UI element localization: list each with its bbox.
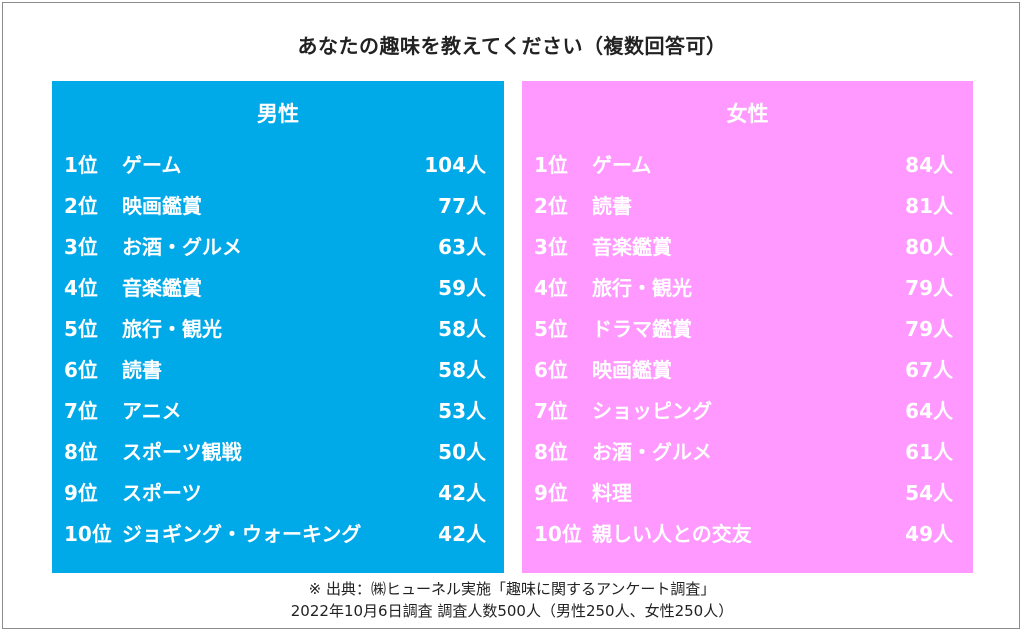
hobby: 音楽鑑賞 bbox=[122, 276, 202, 300]
female-row: 8位 お酒・グルメ 61人 bbox=[522, 438, 973, 479]
count: 84人 bbox=[905, 153, 953, 177]
hobby: スポーツ bbox=[122, 481, 202, 505]
hobby: お酒・グルメ bbox=[592, 440, 712, 464]
rank: 1位 bbox=[534, 153, 568, 177]
female-row: 6位 映画鑑賞 67人 bbox=[522, 356, 973, 397]
rank: 9位 bbox=[64, 481, 98, 505]
count: 79人 bbox=[905, 276, 953, 300]
hobby: ゲーム bbox=[122, 153, 182, 177]
count: 54人 bbox=[905, 481, 953, 505]
male-row: 8位 スポーツ観戦 50人 bbox=[52, 438, 504, 479]
hobby: 旅行・観光 bbox=[122, 317, 222, 341]
male-row: 1位 ゲーム 104人 bbox=[52, 151, 504, 192]
count: 42人 bbox=[438, 522, 486, 546]
male-row: 10位 ジョギング・ウォーキング 42人 bbox=[52, 520, 504, 561]
count: 61人 bbox=[905, 440, 953, 464]
female-ranking-list: 1位 ゲーム 84人 2位 読書 81人 3位 音楽鑑賞 80人 4位 旅行・観光 79人 5位… bbox=[522, 151, 973, 561]
count: 67人 bbox=[905, 358, 953, 382]
count: 81人 bbox=[905, 194, 953, 218]
count: 58人 bbox=[438, 317, 486, 341]
female-row: 1位 ゲーム 84人 bbox=[522, 151, 973, 192]
rank: 8位 bbox=[64, 440, 98, 464]
male-ranking-list: 1位 ゲーム 104人 2位 映画鑑賞 77人 3位 お酒・グルメ 63人 4位 音楽鑑賞 59… bbox=[52, 151, 504, 561]
female-row: 4位 旅行・観光 79人 bbox=[522, 274, 973, 315]
page-title: あなたの趣味を教えてください（複数回答可） bbox=[297, 34, 727, 58]
hobby: 親しい人との交友 bbox=[592, 522, 752, 546]
count: 104人 bbox=[424, 153, 486, 177]
rank: 4位 bbox=[64, 276, 98, 300]
hobby: 音楽鑑賞 bbox=[592, 235, 672, 259]
count: 59人 bbox=[438, 276, 486, 300]
female-heading: 女性 bbox=[726, 102, 769, 126]
rank: 2位 bbox=[534, 194, 568, 218]
hobby: 映画鑑賞 bbox=[122, 194, 202, 218]
count: 80人 bbox=[905, 235, 953, 259]
male-row: 5位 旅行・観光 58人 bbox=[52, 315, 504, 356]
hobby: スポーツ観戦 bbox=[122, 440, 242, 464]
count: 50人 bbox=[438, 440, 486, 464]
hobby: お酒・グルメ bbox=[122, 235, 242, 259]
rank: 10位 bbox=[64, 522, 112, 546]
count: 64人 bbox=[905, 399, 953, 423]
rank: 7位 bbox=[64, 399, 98, 423]
rank: 4位 bbox=[534, 276, 568, 300]
rank: 6位 bbox=[534, 358, 568, 382]
female-row: 2位 読書 81人 bbox=[522, 192, 973, 233]
count: 49人 bbox=[905, 522, 953, 546]
hobby: アニメ bbox=[122, 399, 182, 423]
female-ranking-panel: 女性 1位 ゲーム 84人 2位 読書 81人 3位 音楽鑑賞 80人 4位 旅行・観光 79人… bbox=[522, 81, 973, 573]
female-row: 9位 料理 54人 bbox=[522, 479, 973, 520]
rank: 3位 bbox=[534, 235, 568, 259]
rank: 10位 bbox=[534, 522, 582, 546]
male-ranking-panel: 男性 1位 ゲーム 104人 2位 映画鑑賞 77人 3位 お酒・グルメ 63人 4位 音楽鑑… bbox=[52, 81, 504, 573]
rank: 3位 bbox=[64, 235, 98, 259]
female-row: 10位 親しい人との交友 49人 bbox=[522, 520, 973, 561]
male-heading: 男性 bbox=[257, 102, 299, 126]
male-row: 7位 アニメ 53人 bbox=[52, 397, 504, 438]
rank: 2位 bbox=[64, 194, 98, 218]
hobby: 読書 bbox=[122, 358, 162, 382]
rank: 5位 bbox=[534, 317, 568, 341]
source-note: ※ 出典：㈱ヒューネル実施「趣味に関するアンケート調査」 bbox=[308, 580, 716, 598]
count: 58人 bbox=[438, 358, 486, 382]
female-row: 5位 ドラマ鑑賞 79人 bbox=[522, 315, 973, 356]
hobby: ゲーム bbox=[592, 153, 652, 177]
male-row: 4位 音楽鑑賞 59人 bbox=[52, 274, 504, 315]
female-row: 3位 音楽鑑賞 80人 bbox=[522, 233, 973, 274]
rank: 7位 bbox=[534, 399, 568, 423]
male-row: 3位 お酒・グルメ 63人 bbox=[52, 233, 504, 274]
count: 79人 bbox=[905, 317, 953, 341]
hobby: 料理 bbox=[592, 481, 632, 505]
count: 53人 bbox=[438, 399, 486, 423]
count: 63人 bbox=[438, 235, 486, 259]
hobby: ジョギング・ウォーキング bbox=[122, 522, 362, 546]
rank: 1位 bbox=[64, 153, 98, 177]
female-row: 7位 ショッピング 64人 bbox=[522, 397, 973, 438]
rank: 8位 bbox=[534, 440, 568, 464]
male-row: 6位 読書 58人 bbox=[52, 356, 504, 397]
count: 77人 bbox=[438, 194, 486, 218]
hobby: 読書 bbox=[592, 194, 632, 218]
rank: 6位 bbox=[64, 358, 98, 382]
hobby: ドラマ鑑賞 bbox=[592, 317, 692, 341]
hobby: ショッピング bbox=[592, 399, 712, 423]
rank: 5位 bbox=[64, 317, 98, 341]
survey-details: 2022年10月6日調査 調査人数500人（男性250人、女性250人） bbox=[290, 602, 734, 620]
hobby: 映画鑑賞 bbox=[592, 358, 672, 382]
count: 42人 bbox=[438, 481, 486, 505]
hobby: 旅行・観光 bbox=[592, 276, 692, 300]
male-row: 9位 スポーツ 42人 bbox=[52, 479, 504, 520]
rank: 9位 bbox=[534, 481, 568, 505]
male-row: 2位 映画鑑賞 77人 bbox=[52, 192, 504, 233]
